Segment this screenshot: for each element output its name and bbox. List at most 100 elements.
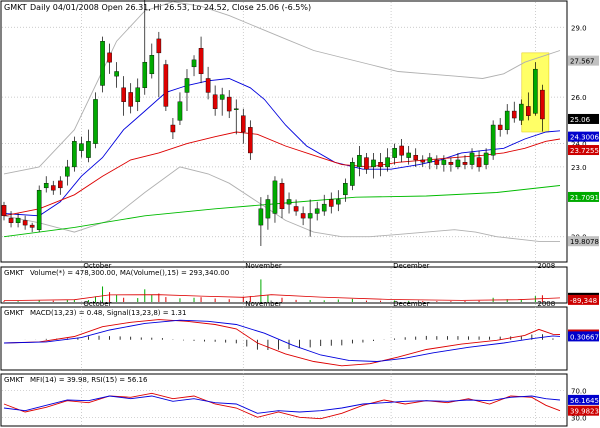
mfi-rsi-lines xyxy=(3,392,561,420)
candle-body-37 xyxy=(265,199,271,219)
candle-body-30 xyxy=(212,94,218,109)
candle-body-73 xyxy=(518,103,524,121)
price-right-box-5 xyxy=(568,236,599,247)
mfi-right-box-0 xyxy=(568,394,599,405)
volume-panel xyxy=(0,266,568,304)
candle-body-61 xyxy=(434,159,440,165)
candle-body-42 xyxy=(300,213,306,219)
candle-body-45 xyxy=(321,203,327,212)
candle-body-71 xyxy=(504,110,510,130)
candle-body-33 xyxy=(233,108,239,110)
candle-body-62 xyxy=(441,159,447,165)
candle-body-3 xyxy=(22,220,28,226)
candle-body-64 xyxy=(455,159,461,168)
candle-body-66 xyxy=(469,152,475,165)
candle-body-50 xyxy=(357,155,362,168)
candle-body-1 xyxy=(8,217,14,223)
price-line-4 xyxy=(3,185,561,238)
price-panel xyxy=(0,0,568,263)
candle-body-55 xyxy=(392,148,397,158)
candle-body-39 xyxy=(279,182,285,209)
candle-body-44 xyxy=(314,208,320,214)
candle-body-70 xyxy=(497,124,503,130)
candle-body-18 xyxy=(128,92,133,107)
price-right-box-3 xyxy=(568,145,599,156)
macd-histogram xyxy=(14,334,554,350)
candle-body-51 xyxy=(364,157,369,170)
candle-body-69 xyxy=(490,124,496,156)
candle-body-17 xyxy=(121,87,126,102)
mfi-tick-0: 70.0 xyxy=(571,388,587,396)
price-right-box-2 xyxy=(568,131,599,142)
candle-body-7 xyxy=(50,185,56,191)
candle-body-76 xyxy=(540,89,545,120)
month-label-0: October xyxy=(83,262,111,270)
month-labels: October October November November December De… xyxy=(83,262,555,308)
candle-body-27 xyxy=(191,59,197,68)
price-right-text-2: 24.3006 xyxy=(570,134,599,142)
volume-title-symbol: GMKT xyxy=(4,269,25,277)
candle-body-40 xyxy=(286,199,292,205)
price-title: Daily 04/01/2008 Open 26.31, Hi 26.53, L… xyxy=(30,3,311,12)
volume-ma-path xyxy=(3,294,561,301)
candle-body-15 xyxy=(107,52,112,63)
price-right-box-4 xyxy=(568,191,599,202)
price-right-text-4: 21.7091 xyxy=(570,194,599,202)
macd-right-box-1 xyxy=(568,331,599,342)
candle-body-19 xyxy=(135,87,141,102)
price-right-text-0: 27.567 xyxy=(570,58,595,66)
price-right-box-0 xyxy=(568,55,599,66)
mfi-title-symbol: GMKT xyxy=(4,376,25,384)
candle-body-60 xyxy=(427,157,433,163)
candle-body-52 xyxy=(371,159,376,168)
candle-body-56 xyxy=(399,145,404,156)
candle-body-57 xyxy=(406,152,411,158)
price-right-text-5: 19.8078 xyxy=(570,238,599,246)
price-line-0 xyxy=(3,1,561,175)
candle-body-23 xyxy=(163,64,169,107)
candle-body-68 xyxy=(483,152,489,165)
mfi-rsi-panel xyxy=(0,373,568,427)
candle-body-14 xyxy=(100,41,105,86)
signal-line xyxy=(3,319,561,362)
candle-body-20 xyxy=(142,61,148,88)
price-right-text-1: 25.06 xyxy=(570,116,591,124)
candle-body-16 xyxy=(114,71,119,77)
candle-body-5 xyxy=(36,189,42,230)
candle-body-43 xyxy=(307,213,313,219)
month-label-1: November xyxy=(245,262,282,270)
candle-body-0 xyxy=(1,205,7,216)
month-label-3: 2008 xyxy=(537,262,555,270)
candle-body-11 xyxy=(79,143,84,151)
price-right-text-3: 23.7255 xyxy=(570,147,599,155)
candle-body-54 xyxy=(385,157,390,168)
mfi-right-labels: 56.1645 39.9823 xyxy=(568,394,599,416)
rsi-line xyxy=(3,395,561,414)
price-right-labels: 27.567 25.06 24.3006 23.7255 21.7091 19.8078 xyxy=(568,55,599,247)
mfi-gridlines xyxy=(2,390,566,418)
candle-body-26 xyxy=(184,78,190,93)
candle-body-12 xyxy=(86,141,91,158)
month-label-vol-0: October xyxy=(83,300,111,308)
macd-lines xyxy=(3,319,561,367)
mfi-tick-1: 30.0 xyxy=(571,414,587,422)
candle-body-41 xyxy=(293,206,299,212)
candle-body-48 xyxy=(343,182,348,196)
candle-body-34 xyxy=(240,115,246,133)
candle-body-46 xyxy=(328,199,334,207)
candle-body-49 xyxy=(350,162,355,186)
candle-body-21 xyxy=(149,55,155,75)
candle-body-38 xyxy=(272,180,278,214)
candle-body-74 xyxy=(526,106,531,116)
candle-body-63 xyxy=(448,162,454,165)
month-label-2: December xyxy=(393,262,429,270)
candle-body-67 xyxy=(476,157,482,168)
macd-title-symbol: GMKT xyxy=(4,309,25,317)
candle-body-4 xyxy=(29,224,35,228)
candle-body-36 xyxy=(258,208,264,226)
candle-body-6 xyxy=(43,182,49,189)
mfi-axis-ticks: 70.0 30.0 xyxy=(571,388,587,423)
price-tick-3: 23.0 xyxy=(571,164,587,172)
mfi-right-box-1 xyxy=(568,405,599,416)
